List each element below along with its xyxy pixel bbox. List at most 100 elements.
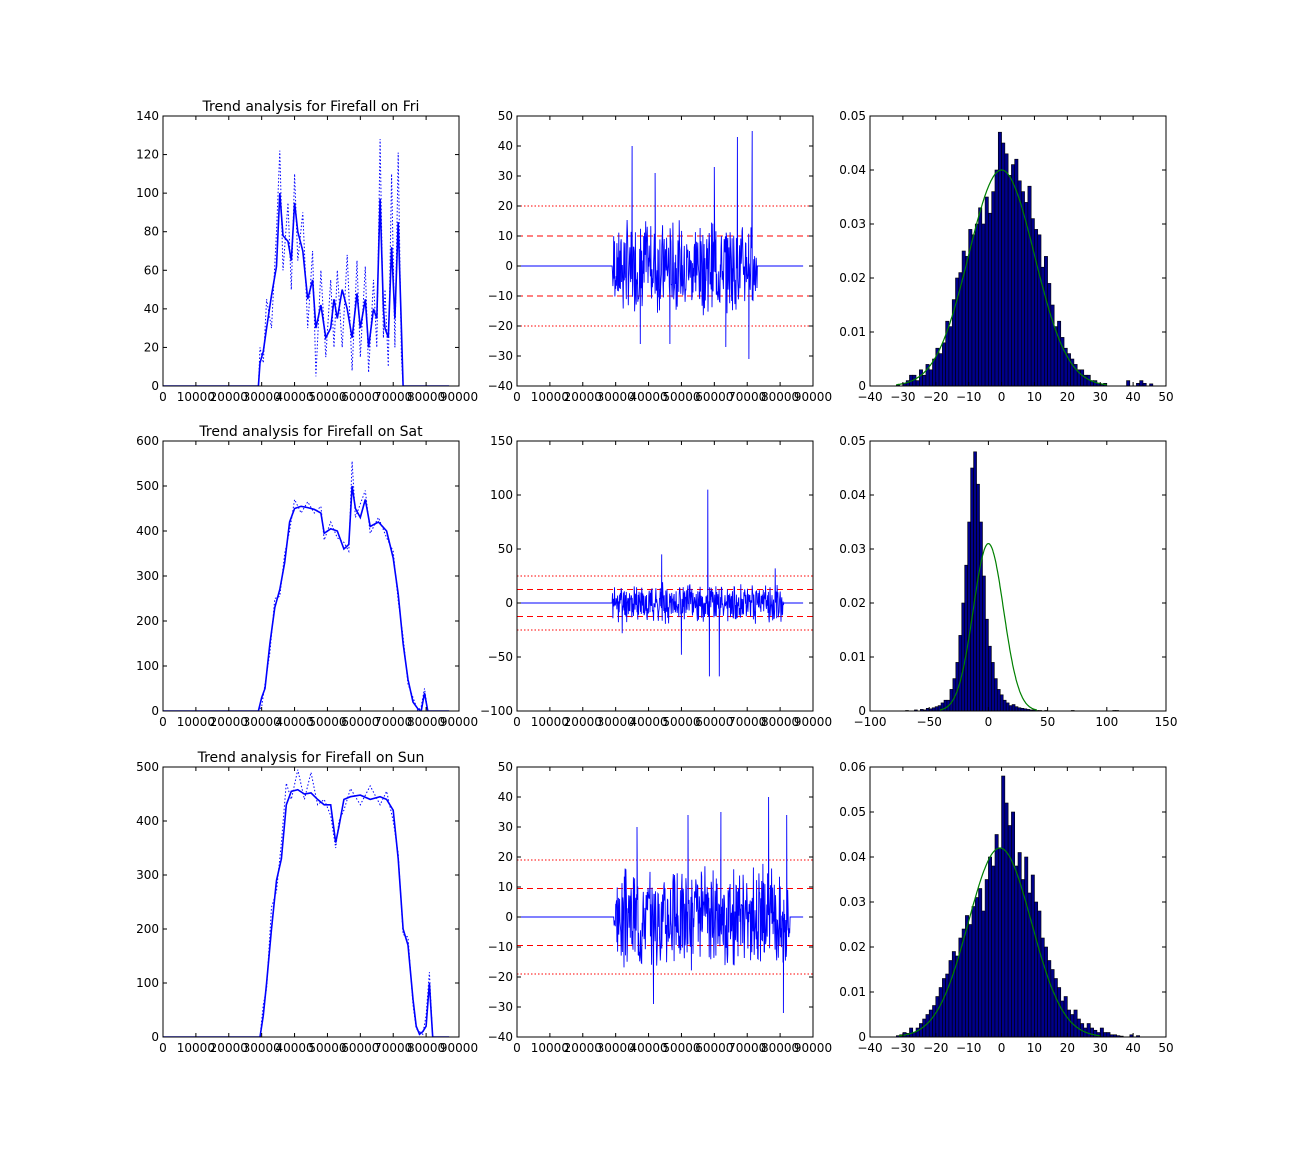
x-tick-label: 60000 bbox=[695, 715, 733, 729]
histogram-bar bbox=[978, 888, 983, 1037]
y-tick-label: 40 bbox=[498, 790, 513, 804]
histogram-bar bbox=[964, 564, 968, 711]
y-tick-label: 0 bbox=[858, 1030, 866, 1044]
x-tick-label: 10 bbox=[1027, 1041, 1042, 1055]
x-tick-label: 30000 bbox=[597, 390, 635, 404]
histogram-bar bbox=[1126, 380, 1131, 386]
histogram-bar bbox=[968, 924, 973, 1037]
x-tick-label: 20000 bbox=[210, 715, 248, 729]
x-tick-label: −20 bbox=[923, 1041, 948, 1055]
x-tick-label: 0 bbox=[513, 715, 521, 729]
y-tick-label: 100 bbox=[490, 488, 513, 502]
plot-area bbox=[517, 130, 813, 360]
histogram-bar bbox=[988, 645, 992, 711]
x-tick-label: 40 bbox=[1125, 1041, 1140, 1055]
histogram-bar bbox=[1136, 1035, 1140, 1037]
x-tick-label: 50000 bbox=[662, 390, 700, 404]
x-tick-label: 80000 bbox=[407, 715, 445, 729]
y-tick-label: 200 bbox=[136, 614, 159, 628]
histogram-bar bbox=[1024, 856, 1029, 1037]
gaussian-fit-line bbox=[939, 542, 1038, 711]
histogram-bar bbox=[971, 906, 976, 1037]
histogram-bar bbox=[919, 369, 923, 386]
x-tick-label: 40000 bbox=[275, 715, 313, 729]
subplot-sun-trend: 0 100002000030000400005000060000700008000… bbox=[136, 750, 478, 1055]
histogram-bar bbox=[979, 521, 983, 711]
histogram-bar bbox=[994, 678, 998, 711]
histogram-bar bbox=[1057, 320, 1062, 386]
series-line-dotted bbox=[163, 461, 450, 711]
subplot-fri-residual: 0 100002000030000400005000060000700008000… bbox=[488, 109, 832, 404]
histogram-bar bbox=[1020, 879, 1025, 1037]
y-tick-label: 400 bbox=[136, 524, 159, 538]
histogram-bar bbox=[1001, 142, 1006, 386]
y-tick-label: 0 bbox=[151, 1030, 159, 1044]
histogram-bar bbox=[974, 223, 979, 386]
histogram-bar bbox=[999, 694, 1004, 711]
x-tick-label: −50 bbox=[917, 715, 942, 729]
x-tick-label: 0 bbox=[513, 390, 521, 404]
histogram-bar bbox=[1070, 1014, 1075, 1037]
histogram-bar bbox=[1002, 699, 1007, 711]
plot-area bbox=[905, 451, 1119, 711]
histogram-bar bbox=[991, 662, 995, 711]
histogram-bar bbox=[984, 196, 989, 386]
x-tick-label: 10000 bbox=[531, 1041, 569, 1055]
axes-frame bbox=[516, 115, 814, 387]
histogram-bar bbox=[945, 973, 950, 1037]
y-tick-label: 300 bbox=[136, 868, 159, 882]
histogram-bar bbox=[1044, 256, 1048, 386]
histogram-bar bbox=[935, 996, 940, 1037]
subplot-sun-hist: −40 −30 −20 −10 0 10 20 30 40 50 0 0.01 0.02 0.03 0.04… bbox=[839, 760, 1173, 1055]
x-tick-label: 90000 bbox=[440, 390, 478, 404]
histogram-bar bbox=[965, 915, 969, 1037]
histogram-bar bbox=[1004, 153, 1009, 386]
y-tick-label: 20 bbox=[144, 340, 159, 354]
x-tick-label: 10000 bbox=[177, 715, 215, 729]
histogram-bar bbox=[984, 879, 989, 1037]
subplot-fri-trend: 0 100002000030000400005000060000700008000… bbox=[136, 99, 478, 404]
x-tick-label: 60000 bbox=[341, 715, 379, 729]
histogram-bar bbox=[1005, 702, 1010, 711]
y-tick-label: −10 bbox=[488, 289, 513, 303]
x-tick-label: 30000 bbox=[243, 390, 281, 404]
histogram-bar bbox=[1067, 1009, 1071, 1037]
histogram-bar bbox=[1037, 910, 1042, 1037]
y-tick-label: 0.06 bbox=[839, 760, 866, 774]
y-tick-label: 50 bbox=[498, 109, 513, 123]
x-tick-label: −10 bbox=[956, 1041, 981, 1055]
histogram-bar bbox=[925, 1014, 930, 1037]
y-tick-label: 0.01 bbox=[839, 650, 866, 664]
x-tick-label: −100 bbox=[854, 715, 887, 729]
x-tick-label: 90000 bbox=[440, 1041, 478, 1055]
y-tick-label: −20 bbox=[488, 970, 513, 984]
histogram-bar bbox=[1014, 865, 1019, 1037]
x-tick-label: 50000 bbox=[662, 1041, 700, 1055]
histogram-bar bbox=[1050, 969, 1055, 1037]
histogram-bar bbox=[928, 1009, 933, 1037]
x-tick-label: 40000 bbox=[629, 390, 667, 404]
histogram-bar bbox=[938, 987, 943, 1037]
histogram-bar bbox=[1014, 706, 1019, 711]
x-tick-label: −20 bbox=[923, 390, 948, 404]
x-tick-label: 10000 bbox=[531, 715, 569, 729]
histogram-bar bbox=[1106, 1032, 1111, 1037]
histogram-bar bbox=[961, 602, 966, 711]
histogram-bar bbox=[994, 169, 999, 386]
x-tick-label: 40000 bbox=[275, 1041, 313, 1055]
histogram-bar bbox=[1073, 1009, 1078, 1037]
histogram-bar bbox=[994, 834, 999, 1037]
x-tick-label: 40000 bbox=[629, 715, 667, 729]
x-tick-label: −30 bbox=[890, 390, 915, 404]
x-tick-label: 70000 bbox=[728, 1041, 766, 1055]
x-tick-label: 0 bbox=[159, 390, 167, 404]
y-tick-label: 0.03 bbox=[839, 542, 866, 556]
y-tick-label: −30 bbox=[488, 349, 513, 363]
y-tick-label: 60 bbox=[144, 263, 159, 277]
series-line-dotted bbox=[163, 769, 450, 1037]
x-tick-label: 70000 bbox=[728, 715, 766, 729]
y-tick-label: 0.04 bbox=[839, 163, 866, 177]
histogram-bar bbox=[976, 483, 980, 711]
x-tick-label: 70000 bbox=[374, 390, 412, 404]
